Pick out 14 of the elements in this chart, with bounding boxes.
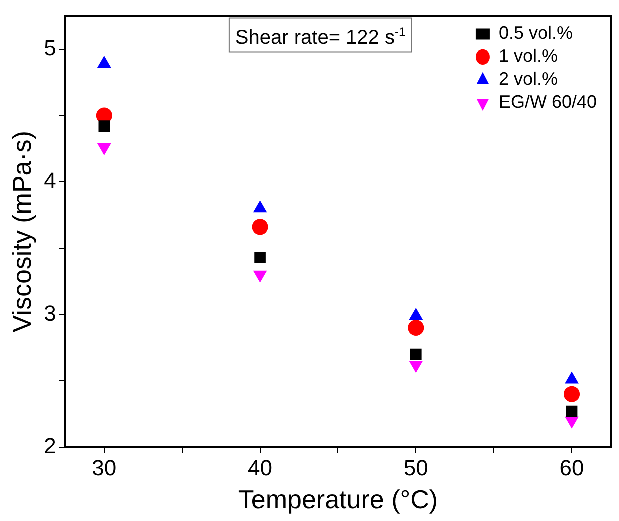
legend-label: 0.5 vol.% (498, 23, 574, 44)
x-tick-label: 60 (560, 456, 584, 481)
x-axis-title: Temperature (°C) (238, 484, 438, 515)
legend-label: EG/W 60/40 (498, 92, 598, 112)
y-axis-title: Viscosity (mPa·s) (6, 130, 37, 333)
legend-label: 1 vol.% (498, 46, 558, 66)
y-tick-label: 4 (44, 168, 56, 194)
y-tick-label: 3 (44, 300, 56, 326)
y-tick-label: 5 (44, 35, 56, 60)
legend-label: 2 vol.% (498, 69, 558, 90)
x-tick-label: 40 (248, 456, 273, 481)
x-tick-label: 50 (404, 456, 428, 481)
x-tick-label: 30 (92, 456, 117, 481)
y-tick-label: 2 (44, 433, 56, 458)
